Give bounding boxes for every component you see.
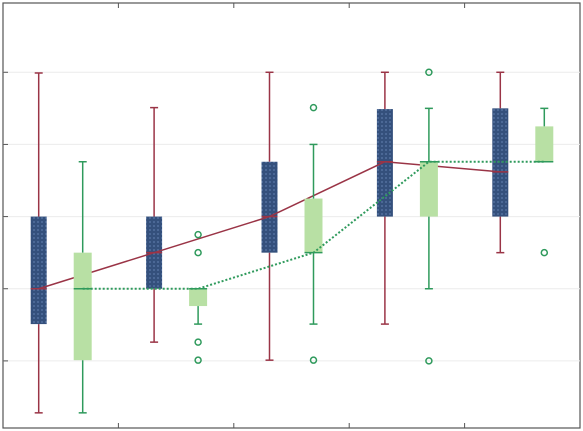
outlier: [425, 357, 433, 365]
box: [304, 198, 323, 253]
box: [492, 108, 509, 217]
outlier: [540, 248, 549, 257]
box: [73, 252, 92, 361]
outlier: [194, 230, 202, 239]
box: [189, 288, 208, 307]
box: [30, 216, 47, 325]
box: [261, 161, 278, 253]
outlier: [194, 248, 202, 257]
outlier: [194, 338, 202, 346]
outlier: [194, 356, 202, 364]
median-line: [82, 160, 545, 290]
box: [419, 161, 438, 217]
outlier: [425, 68, 433, 77]
outlier: [309, 103, 318, 112]
box: [376, 109, 393, 217]
box: [535, 126, 554, 162]
outlier: [309, 356, 318, 364]
